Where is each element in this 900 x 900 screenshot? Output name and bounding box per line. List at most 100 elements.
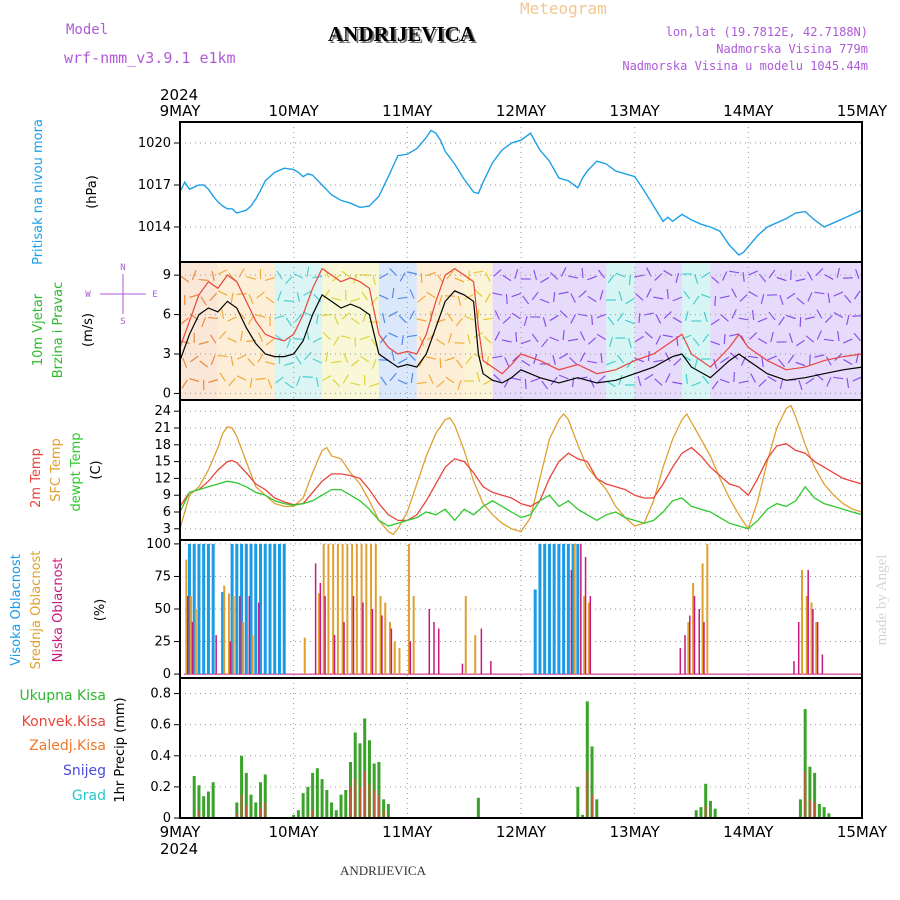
wind-barb	[749, 332, 758, 340]
precip-conv-bar	[377, 794, 380, 818]
wind-barb	[180, 317, 190, 325]
cloud-mid-bar	[464, 595, 467, 675]
wind-barb	[409, 289, 415, 299]
wind-barb	[331, 360, 342, 364]
wind-barb	[814, 354, 825, 358]
altitude-label: Nadmorska Visina 779m	[716, 42, 868, 56]
wind-barb	[201, 317, 207, 327]
precip-ytick-label: 0.6	[150, 718, 171, 733]
cloud-mid-bar	[573, 543, 576, 675]
wind-barb	[673, 358, 682, 366]
wind-barb	[806, 271, 813, 281]
wind-unit: (m/s)	[81, 313, 96, 347]
cloud-low-bar	[319, 582, 322, 675]
cloud-low-bar	[258, 602, 260, 675]
cloud-mid-bar	[355, 543, 358, 675]
cloud-mid-bar	[317, 593, 320, 675]
wind-barb	[587, 275, 597, 281]
wind-barb	[634, 357, 645, 363]
wind-ytick-label: 9	[163, 268, 171, 283]
wind-barb	[230, 292, 234, 304]
cloud-low-bar	[229, 641, 232, 675]
wind-barb	[596, 313, 607, 319]
wind-barb	[218, 330, 227, 340]
cloud-mid-bar	[365, 543, 368, 675]
wind-barb	[836, 267, 841, 279]
cloud-mid-bar	[815, 622, 818, 675]
precip-conv-bar	[363, 771, 366, 818]
wind-barb	[267, 379, 273, 389]
cloud-high-bar	[552, 543, 556, 675]
wind-barb	[842, 338, 853, 344]
wind-barb	[494, 310, 500, 320]
wind-barb	[464, 315, 474, 321]
wind-barb	[409, 310, 416, 320]
wind-barb	[843, 359, 853, 365]
cloud-mid-bar	[341, 543, 344, 675]
wind-barb	[559, 310, 568, 318]
cloud-mid-bar	[374, 543, 377, 675]
wind-barb	[599, 290, 604, 300]
precip-conv-bar	[368, 783, 371, 818]
wind-barb	[312, 358, 323, 364]
wind-barb	[265, 276, 275, 282]
wind-barb	[770, 332, 774, 342]
precip-total-bar	[590, 746, 594, 818]
wind-barb	[665, 352, 671, 362]
wind-barb	[634, 335, 644, 343]
precip-conv-bar	[311, 810, 314, 818]
cloud-low-bar	[490, 661, 492, 675]
wind-barb	[256, 291, 265, 299]
wind-barb	[286, 338, 292, 348]
cloud-mid-bar	[194, 609, 197, 675]
cloud-low-bar	[409, 641, 412, 675]
wind-barb	[760, 294, 765, 304]
wind-barb	[485, 272, 491, 282]
wind-barb	[807, 292, 813, 302]
precip-conv-bar	[373, 790, 376, 818]
precip-total-bar	[211, 782, 215, 818]
wind-barb	[217, 290, 228, 296]
wind-barb	[312, 337, 323, 343]
date-tick-bottom: 13MAY	[610, 823, 661, 841]
date-tick-bottom: 12MAY	[496, 823, 547, 841]
precip-total-bar	[476, 797, 480, 818]
cloud-low-bar	[793, 661, 795, 675]
cloud-mid-bar	[190, 595, 193, 675]
wind-barb	[844, 294, 852, 304]
wind-barb	[577, 313, 588, 317]
precip-total-bar	[367, 740, 371, 818]
wind-barb	[467, 270, 471, 282]
wind-barb	[776, 276, 787, 282]
wind-barb	[227, 316, 237, 322]
temp-ytick-label: 3	[163, 522, 171, 537]
wind-barb	[720, 356, 730, 364]
cloud-mid-bar	[801, 569, 804, 675]
wind-barb	[587, 360, 598, 364]
wind-barb	[209, 334, 217, 344]
cloud-mid-bar	[322, 543, 325, 675]
wind-barb	[456, 359, 463, 369]
wind-barb	[454, 277, 465, 283]
cloud-low-bar	[807, 569, 809, 675]
wind-barb	[600, 352, 603, 364]
wind-barb	[748, 355, 759, 359]
wind-barb	[853, 290, 861, 300]
wind-barb	[768, 269, 776, 279]
wind-direction-band	[322, 263, 379, 399]
wind-barb	[372, 274, 376, 286]
cloud-high-bar	[240, 543, 244, 675]
cloud-low-bar	[693, 595, 696, 675]
wind-barb	[501, 339, 512, 343]
cloud-mid-bar	[587, 602, 590, 675]
wind-barb	[739, 294, 748, 302]
wind-barb	[296, 291, 301, 303]
wind-barb	[799, 316, 802, 328]
precip-conv-bar	[358, 786, 361, 818]
wind-barb	[322, 375, 332, 381]
wind-barb	[846, 377, 850, 389]
wind-barb	[827, 292, 831, 304]
wind-barb	[502, 274, 512, 282]
wind-barb	[815, 268, 824, 276]
precip-ytick-label: 0	[163, 811, 171, 826]
